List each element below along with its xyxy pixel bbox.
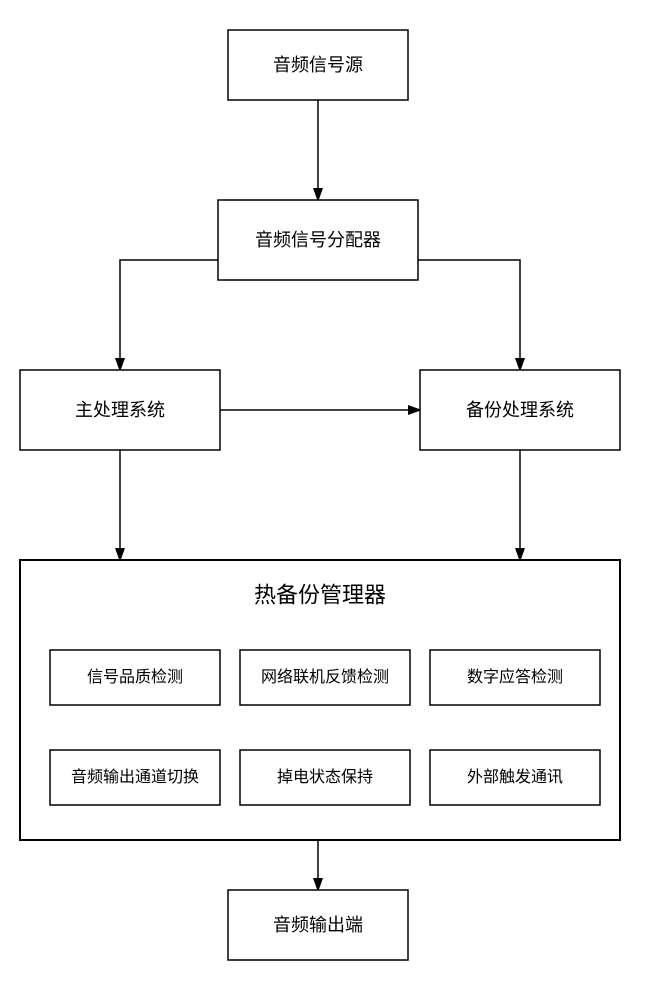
- node-output-label: 音频输出端: [273, 915, 363, 935]
- node-distributor: 音频信号分配器: [218, 200, 418, 280]
- node-main-sys-label: 主处理系统: [75, 400, 165, 420]
- manager-child-ext_trigger: 外部触发通讯: [430, 750, 600, 805]
- node-source: 音频信号源: [228, 30, 408, 100]
- edge-distributor-main_sys: [120, 260, 218, 370]
- manager-child-powerloss: 掉电状态保持: [240, 750, 410, 805]
- edge-distributor-backup_sys: [418, 260, 520, 370]
- manager-child-digital_resp: 数字应答检测: [430, 650, 600, 705]
- manager-child-powerloss-label: 掉电状态保持: [277, 768, 373, 786]
- manager-child-net_feedback-label: 网络联机反馈检测: [261, 667, 389, 686]
- manager-child-ext_trigger-label: 外部触发通讯: [467, 768, 563, 786]
- manager-child-net_feedback: 网络联机反馈检测: [240, 650, 410, 705]
- node-backup-sys: 备份处理系统: [420, 370, 620, 450]
- node-manager: 热备份管理器 信号品质检测 网络联机反馈检测 数字应答检测音频输出通道切换 掉电状态保…: [20, 560, 620, 840]
- manager-child-digital_resp-label: 数字应答检测: [467, 667, 563, 686]
- node-output: 音频输出端: [228, 890, 408, 960]
- manager-child-sig_quality-label: 信号品质检测: [87, 668, 183, 686]
- node-backup-sys-label: 备份处理系统: [466, 400, 574, 420]
- node-source-label: 音频信号源: [273, 55, 363, 75]
- node-main-sys: 主处理系统: [20, 370, 220, 450]
- manager-child-audio_switch-label: 音频输出通道切换: [71, 768, 199, 786]
- manager-child-sig_quality: 信号品质检测: [50, 650, 220, 705]
- manager-child-audio_switch: 音频输出通道切换: [50, 750, 220, 805]
- node-manager-title: 热备份管理器: [254, 583, 386, 608]
- flowchart-canvas: 音频信号源 音频信号分配器 主处理系统 备份处理系统 热备份管理器 信号品质检测…: [0, 0, 648, 1000]
- node-distributor-label: 音频信号分配器: [255, 230, 381, 250]
